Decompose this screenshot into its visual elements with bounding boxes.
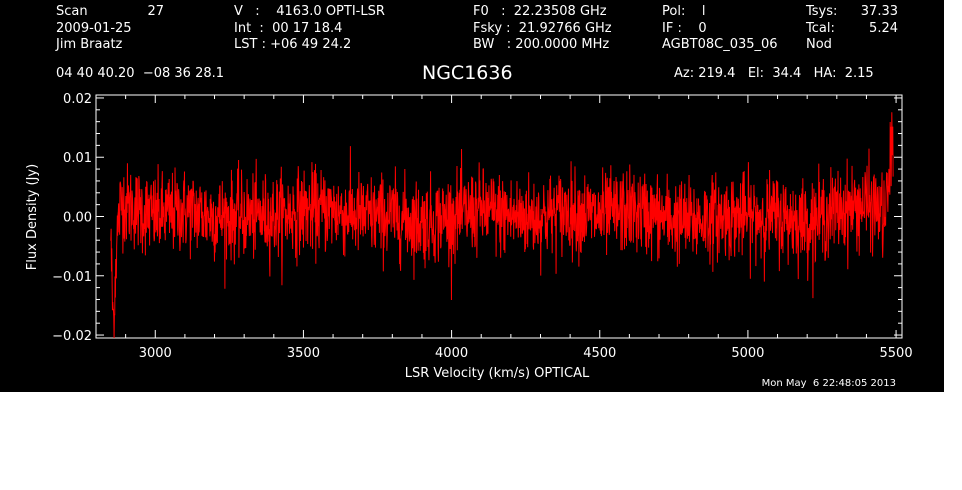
x-tick-label: 3000: [139, 346, 172, 361]
tcal-label: Tcal:: [806, 21, 835, 36]
observer-name: Jim Braatz: [56, 37, 123, 52]
y-tick-label: 0.00: [63, 211, 92, 226]
x-tick-label: 5500: [880, 346, 913, 361]
x-tick-label: 4000: [435, 346, 468, 361]
scan-label: Scan: [56, 4, 88, 19]
series-layer: [110, 112, 894, 339]
rest-frequency: F0 : 22.23508 GHz: [473, 4, 607, 19]
lst-info: LST : +06 49 24.2: [234, 37, 352, 52]
if-number: IF : 0: [662, 21, 707, 36]
plot-panel: Scan 27 2009-01-25 Jim Braatz V : 4163.0…: [0, 0, 944, 392]
tsys-value: 37.33: [860, 4, 898, 19]
spectrum-line: [110, 112, 894, 339]
y-tick-label: −0.02: [52, 329, 92, 344]
observation-date: 2009-01-25: [56, 21, 132, 36]
y-tick-label: 0.01: [63, 151, 92, 166]
x-axis-ticks: 3000 3500 4000 4500 5000 5500: [95, 95, 913, 361]
x-tick-label: 3500: [287, 346, 320, 361]
observing-mode: Nod: [806, 37, 832, 52]
spectrum-chart: 3000 3500 4000 4500 5000 5500 −0.02 −0.01 0.00 0…: [25, 92, 913, 381]
y-tick-label: 0.02: [63, 92, 92, 107]
x-tick-label: 4500: [583, 346, 616, 361]
y-axis-ticks: −0.02 −0.01 0.00 0.01 0.02: [52, 92, 902, 344]
source-coordinates: 04 40 40.20 −08 36 28.1: [56, 66, 225, 81]
tsys-label: Tsys:: [806, 4, 838, 19]
y-axis-label: Flux Density (Jy): [25, 164, 40, 270]
x-tick-label: 5000: [731, 346, 764, 361]
sky-frequency: Fsky : 21.92766 GHz: [473, 21, 612, 36]
az-el-ha: Az: 219.4 El: 34.4 HA: 2.15: [674, 66, 874, 81]
plot-timestamp: Mon May 6 22:48:05 2013: [761, 378, 896, 389]
source-name: NGC1636: [422, 62, 513, 84]
integration-time: Int : 00 17 18.4: [234, 21, 343, 36]
polarization: Pol: l: [662, 4, 706, 19]
velocity-info: V : 4163.0 OPTI-LSR: [234, 4, 385, 19]
project-id: AGBT08C_035_06: [662, 37, 778, 52]
x-axis-label: LSR Velocity (km/s) OPTICAL: [405, 366, 590, 381]
y-tick-label: −0.01: [52, 270, 92, 285]
tcal-value: 5.24: [869, 21, 898, 36]
bandwidth: BW : 200.0000 MHz: [473, 37, 610, 52]
scan-number: 27: [147, 4, 164, 19]
